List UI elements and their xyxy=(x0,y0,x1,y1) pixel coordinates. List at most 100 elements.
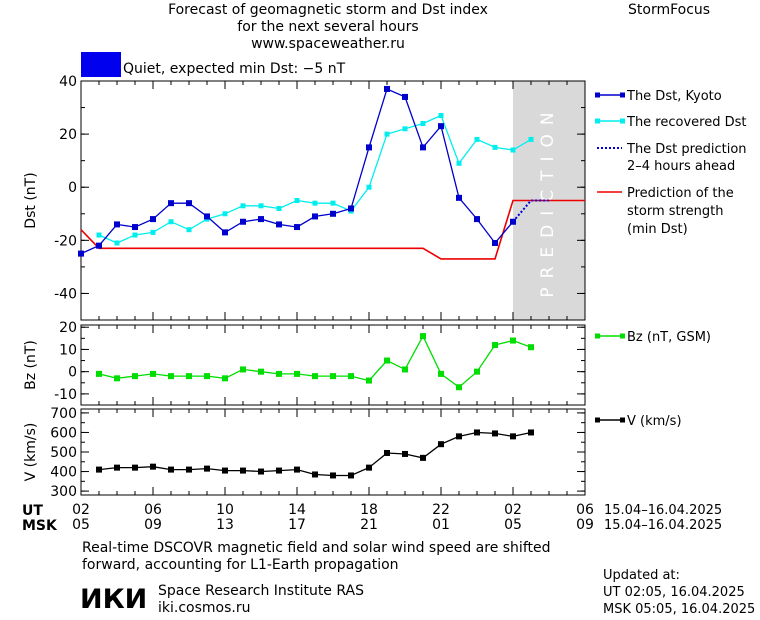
kyoto-dst-point xyxy=(402,93,408,100)
kyoto-dst-point xyxy=(330,210,336,217)
recovered-dst-line xyxy=(98,114,532,244)
solar-wind-speed-point xyxy=(348,472,354,479)
institute-name: Space Research Institute RAS xyxy=(158,583,364,599)
recovered-dst-point xyxy=(276,205,282,211)
kyoto-dst-point xyxy=(150,216,156,223)
bz-point xyxy=(186,373,192,380)
bz-point xyxy=(204,373,210,380)
legend-v-swatch-marker xyxy=(595,417,600,423)
bz-point xyxy=(222,375,228,382)
bz-point xyxy=(510,337,516,344)
ut-tick-label: 06 xyxy=(144,502,162,518)
msk-tick-label: 01 xyxy=(432,517,450,533)
kyoto-dst-point xyxy=(114,221,120,228)
msk-tick-label: 09 xyxy=(576,517,594,533)
ut-date-range: 15.04–16.04.2025 xyxy=(604,503,722,518)
kyoto-dst-point xyxy=(474,216,480,223)
dst-frame xyxy=(80,80,586,321)
kyoto-dst-point xyxy=(96,242,102,249)
bz-point xyxy=(114,375,120,382)
kyoto-dst-point xyxy=(240,218,246,225)
solar-wind-speed-point xyxy=(186,466,192,473)
recovered-dst-point xyxy=(384,131,390,137)
v-ytick-label: 700 xyxy=(50,406,77,422)
recovered-dst-point xyxy=(438,113,444,119)
legend-kyoto-label: The Dst, Kyoto xyxy=(626,89,722,104)
bz-point xyxy=(492,342,498,348)
ut-tick-label: 06 xyxy=(576,502,594,518)
kyoto-dst-point xyxy=(384,85,390,92)
solar-wind-speed-point xyxy=(384,449,390,456)
bz-point xyxy=(96,370,102,377)
bz-ytick-label: 20 xyxy=(59,320,77,336)
recovered-dst-point xyxy=(114,240,120,246)
institute-site[interactable]: iki.cosmos.ru xyxy=(158,600,251,616)
legend-strength-label-3: (min Dst) xyxy=(627,222,688,237)
kyoto-dst-point xyxy=(78,250,84,257)
kyoto-dst-point xyxy=(204,213,210,220)
recovered-dst-point xyxy=(312,200,318,206)
bz-point xyxy=(168,373,174,380)
msk-tick-label: 17 xyxy=(288,517,306,533)
v-ytick-label: 400 xyxy=(50,465,77,481)
legend-bz-swatch-marker xyxy=(620,333,625,339)
recovered-dst-point xyxy=(402,126,408,132)
bz-point xyxy=(528,344,534,351)
bz-point xyxy=(258,368,264,375)
msk-axis-label: MSK xyxy=(22,518,58,534)
footnote-line-1: Real-time DSCOVR magnetic field and sola… xyxy=(82,540,551,556)
recovered-dst-point xyxy=(330,200,336,206)
bz-ylabel: Bz (nT) xyxy=(23,340,39,390)
recovered-dst-point xyxy=(528,136,534,142)
bz-point xyxy=(348,373,354,380)
status-color-swatch xyxy=(81,52,121,77)
bz-point xyxy=(330,373,336,380)
solar-wind-speed-point xyxy=(474,429,480,436)
v-ylabel: V (km/s) xyxy=(23,423,39,482)
ut-tick-label: 14 xyxy=(288,502,306,518)
kyoto-dst-point xyxy=(492,239,498,246)
bz-point xyxy=(366,377,372,384)
kyoto-dst-point xyxy=(258,216,264,223)
solar-wind-speed-point xyxy=(258,468,264,475)
bz-ytick-label: 0 xyxy=(68,365,77,381)
legend-prediction-label-1: The Dst prediction xyxy=(626,142,747,157)
recovered-dst-point xyxy=(240,203,246,209)
bz-ytick-label: -10 xyxy=(54,387,77,403)
solar-wind-speed-point xyxy=(510,433,516,440)
bz-point xyxy=(240,366,246,373)
recovered-dst-point xyxy=(96,232,102,238)
recovered-dst-point xyxy=(222,211,228,217)
dst-ytick-label: 20 xyxy=(59,127,77,143)
footnote-line-2: forward, accounting for L1-Earth propaga… xyxy=(82,557,399,573)
msk-tick-label: 13 xyxy=(216,517,234,533)
solar-wind-speed-point xyxy=(276,467,282,474)
recovered-dst-point xyxy=(150,229,156,235)
storm-strength-line xyxy=(80,199,585,260)
solar-wind-speed-point xyxy=(420,454,426,461)
source-url[interactable]: www.spaceweather.ru xyxy=(251,36,405,52)
bz-point xyxy=(312,373,318,380)
legend-bz-swatch-marker xyxy=(595,333,600,339)
dst-ytick-label: 0 xyxy=(68,180,77,196)
kyoto-dst-point xyxy=(222,229,228,236)
footnote: Real-time DSCOVR magnetic field and sola… xyxy=(82,540,551,574)
recovered-dst-point xyxy=(510,147,516,153)
legend-v-swatch-marker xyxy=(620,417,625,423)
ut-tick-label: 18 xyxy=(360,502,378,518)
kyoto-dst-point xyxy=(348,205,354,212)
chart-title: Forecast of geomagnetic storm and Dst in… xyxy=(0,2,656,53)
solar-wind-speed-point xyxy=(96,466,102,473)
dst-ylabel: Dst (nT) xyxy=(23,172,39,228)
bz-point xyxy=(150,370,156,377)
bz-point xyxy=(276,370,282,377)
solar-wind-speed-point xyxy=(492,430,498,437)
updated-label: Updated at: xyxy=(603,568,680,583)
legend-prediction-label-2: 2–4 hours ahead xyxy=(627,159,735,174)
solar-wind-speed-line xyxy=(98,431,532,477)
kyoto-dst-point xyxy=(510,218,516,225)
dst-ytick-label: 40 xyxy=(59,74,77,90)
recovered-dst-point xyxy=(168,219,174,225)
